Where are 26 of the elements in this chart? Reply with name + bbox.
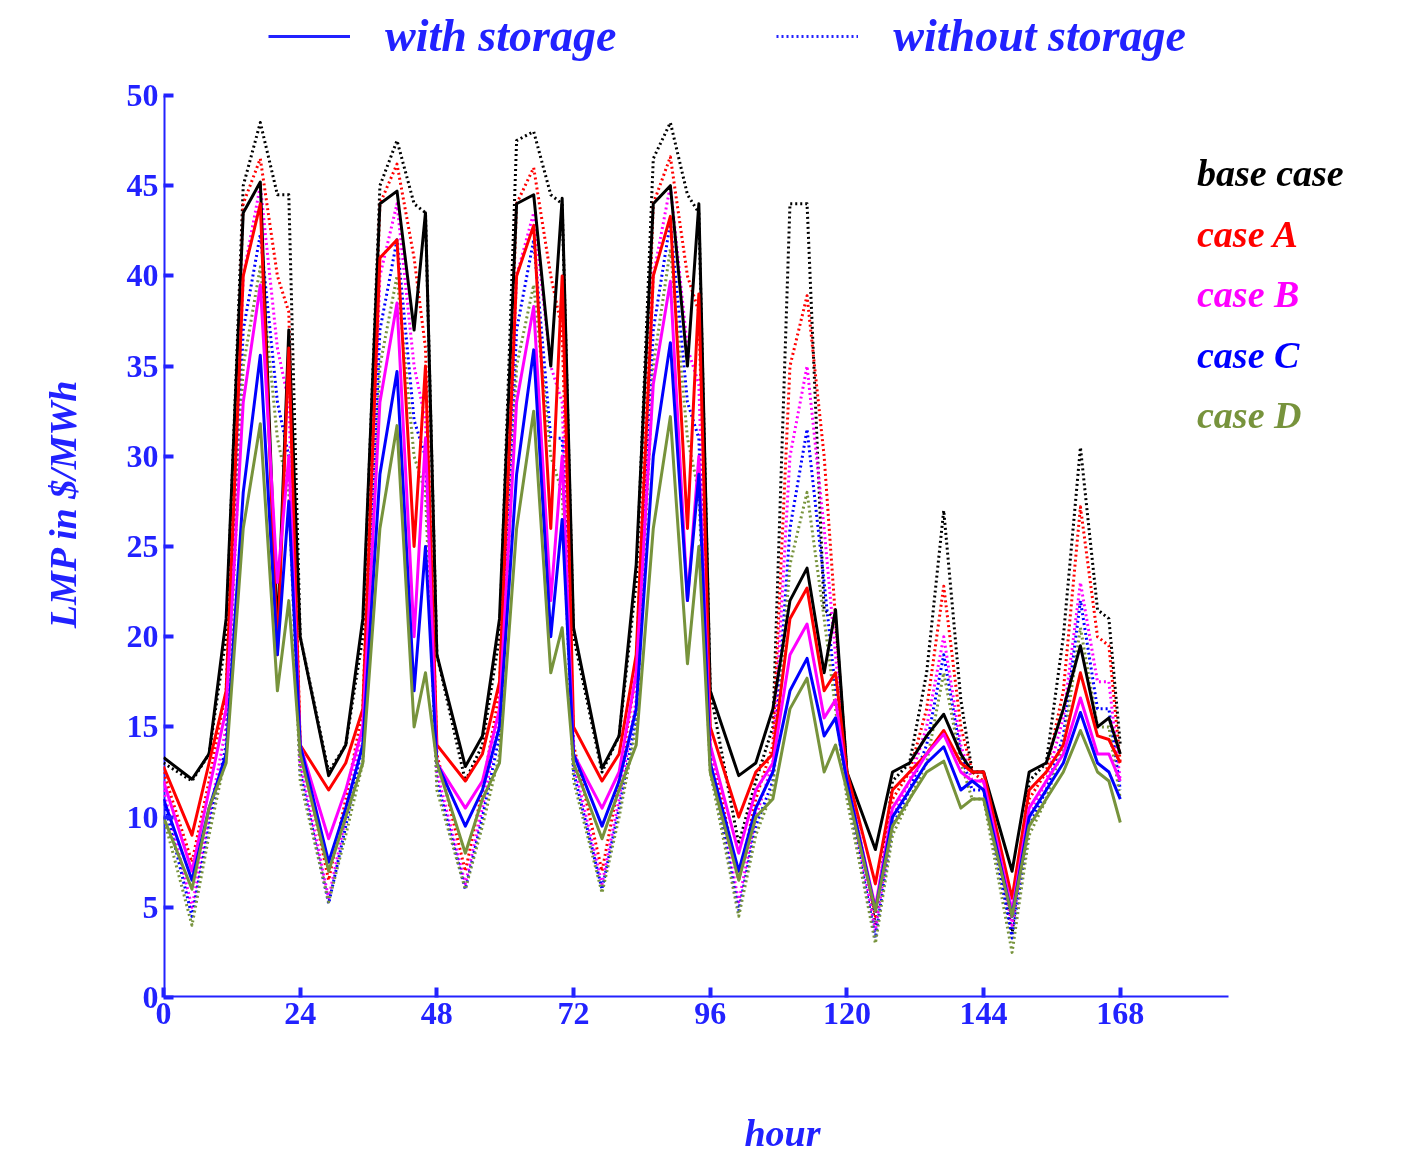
y-tick-label: 45: [126, 167, 159, 204]
text: case C: [1197, 332, 1300, 377]
text: without storage: [893, 9, 1187, 62]
y-tick-label: 15: [126, 708, 159, 745]
y-tick-label: 25: [126, 528, 159, 564]
y-tick-label: 30: [126, 437, 159, 474]
x-tick-label: 144: [959, 994, 1008, 1031]
x-tick-label: 96: [694, 994, 727, 1031]
text: case D: [1197, 393, 1302, 437]
x-tick-label: 24: [284, 994, 317, 1031]
text: case A: [1197, 211, 1298, 256]
x-tick-label: 168: [1096, 994, 1145, 1031]
x-tick-label: 48: [420, 994, 453, 1031]
y-tick-label: 35: [126, 347, 159, 384]
text: case B: [1197, 272, 1300, 316]
text: with storage: [385, 9, 617, 62]
text: base case: [1197, 151, 1344, 195]
y-axis-title: LMP in $/MWh: [41, 380, 84, 630]
y-tick-label: 20: [126, 618, 159, 655]
y-tick-label: 5: [142, 888, 159, 925]
x-tick-label: 72: [557, 994, 590, 1031]
x-axis-title: hour: [744, 1111, 822, 1154]
x-tick-label: 120: [822, 994, 871, 1031]
y-tick-label: 10: [126, 798, 159, 835]
y-tick-label: 50: [126, 77, 159, 113]
y-tick-label: 40: [126, 257, 159, 294]
